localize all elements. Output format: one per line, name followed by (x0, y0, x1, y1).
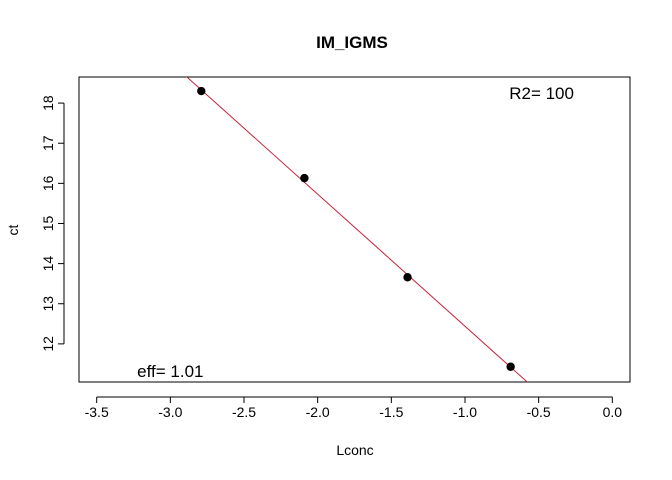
data-point (403, 273, 412, 282)
x-tick-label: -1.5 (379, 404, 403, 420)
x-tick-label: -1.0 (453, 404, 477, 420)
y-axis: 12 13 14 15 16 17 18 (40, 95, 65, 352)
x-tick-label: -2.0 (306, 404, 330, 420)
data-point (197, 86, 206, 96)
x-tick-label: -0.5 (527, 404, 551, 420)
y-tick-label: 13 (40, 296, 56, 312)
x-axis-title: Lconc (336, 442, 373, 458)
y-tick-label: 16 (40, 175, 56, 191)
annotation-label: eff= 1.01 (137, 362, 203, 381)
fit-line (186, 77, 528, 382)
x-tick-label: -2.5 (232, 404, 256, 420)
plot-frame (78, 76, 631, 383)
y-tick-label: 14 (40, 256, 56, 272)
annotations: R2= 100 eff= 1.01 (137, 84, 574, 381)
chart-title: IM_IGMS (316, 33, 388, 52)
x-axis: -3.5 -3.0 -2.5 -2.0 -1.5 -1.0 -0.5 0.0 (85, 396, 623, 420)
y-tick-label: 12 (40, 336, 56, 352)
y-tick-label: 15 (40, 215, 56, 231)
y-tick-label: 18 (40, 95, 56, 111)
x-tick-label: -3.0 (158, 404, 182, 420)
data-point (300, 173, 309, 183)
y-tick-label: 17 (40, 135, 56, 151)
y-axis-title: ct (5, 224, 21, 235)
data-point (506, 362, 515, 371)
plot-area (186, 77, 528, 382)
annotation-label: R2= 100 (509, 84, 574, 103)
x-tick-label: -3.5 (85, 404, 109, 420)
x-tick-label: 0.0 (603, 404, 623, 420)
